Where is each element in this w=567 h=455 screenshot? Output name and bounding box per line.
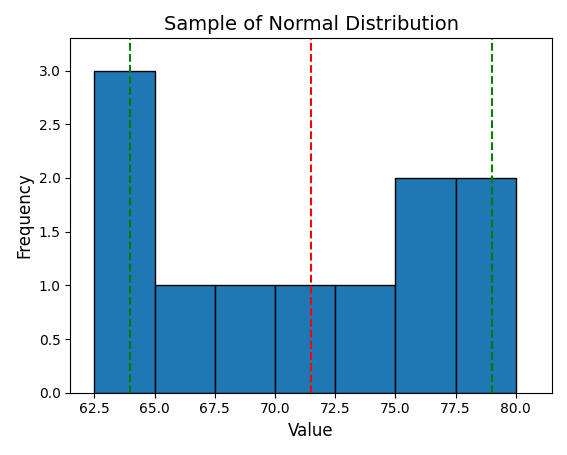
Bar: [275, 285, 335, 393]
Bar: [94, 71, 155, 393]
X-axis label: Value: Value: [289, 422, 334, 440]
Title: Sample of Normal Distribution: Sample of Normal Distribution: [164, 15, 459, 34]
Bar: [456, 178, 516, 393]
Bar: [215, 285, 275, 393]
Bar: [335, 285, 395, 393]
Bar: [395, 178, 456, 393]
Y-axis label: Frequency: Frequency: [15, 172, 33, 258]
Bar: [155, 285, 215, 393]
